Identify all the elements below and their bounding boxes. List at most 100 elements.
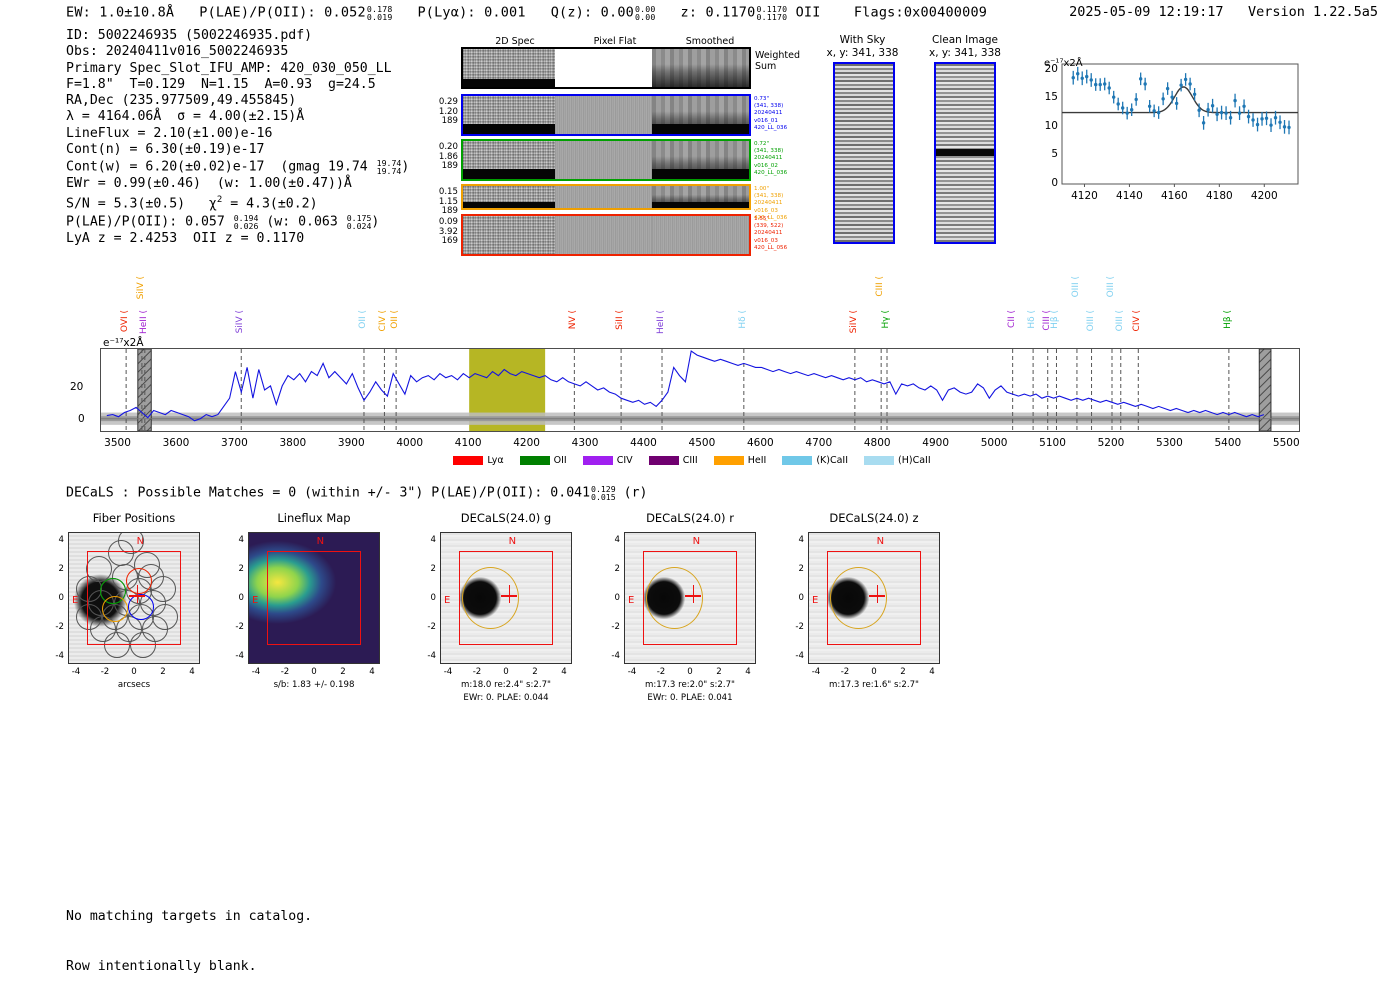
spectrum-xtick: 3900 <box>337 437 365 449</box>
clean-image <box>934 62 996 244</box>
info-cont-w-pre: Cont(w) = 6.20(±0.02)e-17 (gmag 19.74 <box>66 159 376 175</box>
aperture-rectangle <box>459 551 553 645</box>
linefit-ytick: 0 <box>1051 177 1058 189</box>
emission-line-label: NV ( <box>568 310 579 330</box>
info-plae: P(LAE)/P(OII): 0.057 0.194 0.026 (w: 0.06… <box>66 213 409 231</box>
spec2d-row-stats: 0.29 1.20 189 <box>430 97 458 127</box>
info-plae-mid: (w: 0.063 <box>258 214 346 230</box>
info-radec: RA,Dec (235.977509,49.455845) <box>66 93 297 109</box>
legend-label: CIV <box>616 455 633 466</box>
compass-east-label: E <box>444 595 451 607</box>
linefit-ytick: 5 <box>1051 148 1058 161</box>
spectrum-xtick: 4400 <box>630 437 657 449</box>
compass-north-label: N <box>692 536 701 547</box>
emission-line-label: SiIV ( <box>235 310 246 334</box>
cutout-ytick: -2 <box>235 622 244 632</box>
cutout-ytick: 0 <box>238 593 244 603</box>
cutout-xtick: -4 <box>627 667 637 677</box>
header-z-lo: 0.1170 <box>756 11 788 22</box>
cutout-xtick: 2 <box>532 667 538 677</box>
info-plae-post: ) <box>371 214 380 230</box>
cutout-title: DECaLS(24.0) g <box>460 511 552 525</box>
legend-item: Lyα <box>453 455 504 466</box>
fiber-circle <box>118 533 144 554</box>
legend-swatch <box>648 456 679 465</box>
spec2d-cell <box>554 186 652 208</box>
panel-title-2d-spec: 2D Spec <box>495 36 535 47</box>
info-cont-n: Cont(n) = 6.30(±0.19)e-17 <box>66 142 265 158</box>
line-fit-plot <box>1036 56 1304 206</box>
spectrum-xtick: 3600 <box>162 437 190 449</box>
source-ellipse <box>645 566 703 630</box>
spectrum-xtick: 5200 <box>1097 437 1125 449</box>
info-cont-w-hi: 19.74 <box>376 157 402 168</box>
center-crosshair-v <box>136 585 138 603</box>
spectrum-ytick-0: 0 <box>78 413 85 425</box>
cutout-xtick: 2 <box>900 667 906 677</box>
header-plya: P(Lyα): 0.001 <box>417 4 526 21</box>
cutout-ytick: -4 <box>795 651 804 661</box>
cutout-ytick: -2 <box>611 622 620 632</box>
spec2d-cell <box>463 96 555 134</box>
cutout-ytick: 2 <box>58 564 64 574</box>
spec2d-row <box>461 214 751 256</box>
emission-line-label: SiIV ( <box>135 276 146 300</box>
spec2d-stat: 189 <box>441 116 458 127</box>
spectrum-legend: Lyα OII CIV CIII HeII (K)CaII (H)CaII <box>100 448 1300 467</box>
source-ellipse <box>461 566 519 630</box>
compass-east-label: E <box>628 595 635 607</box>
spec2d-cell <box>651 216 749 254</box>
cutout-ytick: -2 <box>55 622 64 632</box>
info-cont-w-lo: 19.74 <box>376 166 402 177</box>
spectrum-xtick: 4300 <box>571 437 599 449</box>
emission-line-label: OIII ( <box>1070 276 1081 298</box>
cutout-caption-1: s/b: 1.83 +/- 0.198 <box>273 680 355 690</box>
header-plae-label: P(LAE)/P(OII): <box>199 4 316 21</box>
cutout-title: Lineflux Map <box>277 511 351 525</box>
emission-line-label: OIII ( <box>1085 310 1096 332</box>
emission-line-label: CIV ( <box>378 310 389 332</box>
spec2d-stat: 1.20 <box>438 106 458 117</box>
cutout-ytick: 2 <box>614 564 620 574</box>
linefit-xtick: 4160 <box>1161 190 1188 202</box>
spec2d-meta-line: 420_LL_036 <box>754 214 788 221</box>
cutout-xtick: -2 <box>840 667 850 677</box>
spec2d-meta-line: (339, 522) <box>754 223 784 230</box>
cutout-xtick: 0 <box>687 667 693 677</box>
cutout-title: DECaLS(24.0) z <box>829 511 919 525</box>
info-sn-pre: S/N = 5.3(±0.5) χ <box>66 196 217 212</box>
linefit-ytick: 15 <box>1044 91 1058 104</box>
header-qz-lo: 0.00 <box>634 11 656 22</box>
emission-line-label: OVI ( <box>120 310 131 333</box>
cutout-xtick: 2 <box>340 667 346 677</box>
info-plae-pre: P(LAE)/P(OII): 0.057 <box>66 214 233 230</box>
cutout-ytick: 0 <box>798 593 804 603</box>
spec2d-meta-line: 420_LL_036 <box>754 124 788 131</box>
spec2d-meta-line: v016_01 <box>754 117 778 124</box>
info-plae-hi: 0.194 <box>233 212 259 223</box>
cutout-xtick: -2 <box>100 667 110 677</box>
cutout-title: DECaLS(24.0) r <box>646 511 734 525</box>
spec2d-row <box>461 184 751 210</box>
aperture-rectangle <box>267 551 361 645</box>
linefit-xtick: 4180 <box>1205 190 1233 202</box>
cutout-xtick: 0 <box>131 667 137 677</box>
cutout-xtick: -4 <box>71 667 81 677</box>
spec2d-meta-line: 1.55" <box>754 216 770 222</box>
info-lineflux: LineFlux = 2.10(±1.00)e-16 <box>66 125 273 141</box>
linefit-xtick: 4120 <box>1071 190 1098 202</box>
line-fit-units: e⁻¹⁷x2Å <box>1044 58 1083 69</box>
emission-line-label: Hβ ( <box>1222 310 1233 329</box>
cutout-xtick: -2 <box>656 667 666 677</box>
emission-line-label: Hδ ( <box>737 310 748 329</box>
spectrum-xtick: 5000 <box>980 437 1008 449</box>
info-cont-w-post: ) <box>401 159 410 175</box>
compass-east-label: E <box>72 595 79 607</box>
legend-item: (H)CaII <box>864 455 931 466</box>
spec2d-cell <box>651 186 749 208</box>
